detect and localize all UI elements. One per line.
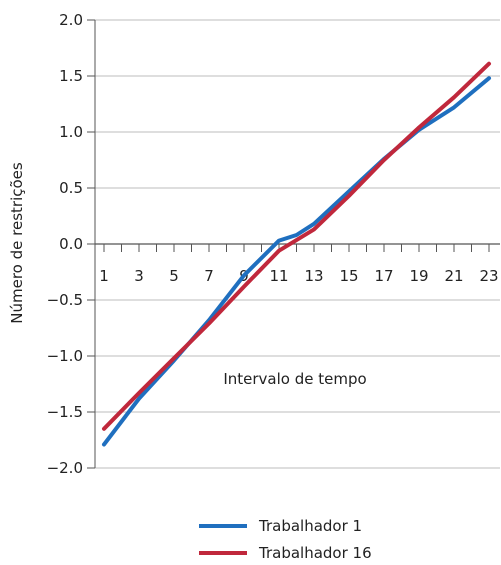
x-tick-label: 21 (444, 267, 463, 285)
x-tick-label: 23 (479, 267, 498, 285)
x-tick-label: 1 (99, 267, 109, 285)
series-line-2 (102, 61, 491, 431)
legend: Trabalhador 1 Trabalhador 16 (199, 517, 372, 562)
y-tick-label: −2.0 (47, 459, 83, 477)
legend-label: Trabalhador 1 (258, 517, 362, 535)
y-tick-label: −1.5 (47, 403, 83, 421)
y-tick-label: 1.5 (59, 67, 83, 85)
x-axis-title: Intervalo de tempo (223, 370, 366, 388)
x-tick-label: 15 (339, 267, 358, 285)
series-line-1 (102, 76, 491, 447)
y-tick-label: −1.0 (47, 347, 83, 365)
x-tick-label: 5 (169, 267, 179, 285)
x-axis: 1 3 5 7 9 11 13 15 17 19 21 23 (95, 243, 500, 285)
y-tick-label: 0.5 (59, 179, 83, 197)
x-tick-label: 11 (269, 267, 288, 285)
x-tick-label: 7 (204, 267, 214, 285)
y-tick-label: 2.0 (59, 11, 83, 29)
y-tick-label: −0.5 (47, 291, 83, 309)
x-tick-label: 19 (409, 267, 428, 285)
y-axis-title: Número de restrições (8, 162, 26, 324)
x-tick-label: 3 (134, 267, 144, 285)
y-tick-label: 0.0 (59, 235, 83, 253)
y-tick-label: 1.0 (59, 123, 83, 141)
y-axis-ticks: 2.0 1.5 1.0 0.5 0.0 −0.5 −1.0 −1.5 −2.0 (47, 11, 83, 477)
series-lines (102, 61, 491, 447)
legend-label: Trabalhador 16 (258, 544, 372, 562)
x-tick-label: 13 (304, 267, 323, 285)
x-tick-label: 17 (374, 267, 393, 285)
